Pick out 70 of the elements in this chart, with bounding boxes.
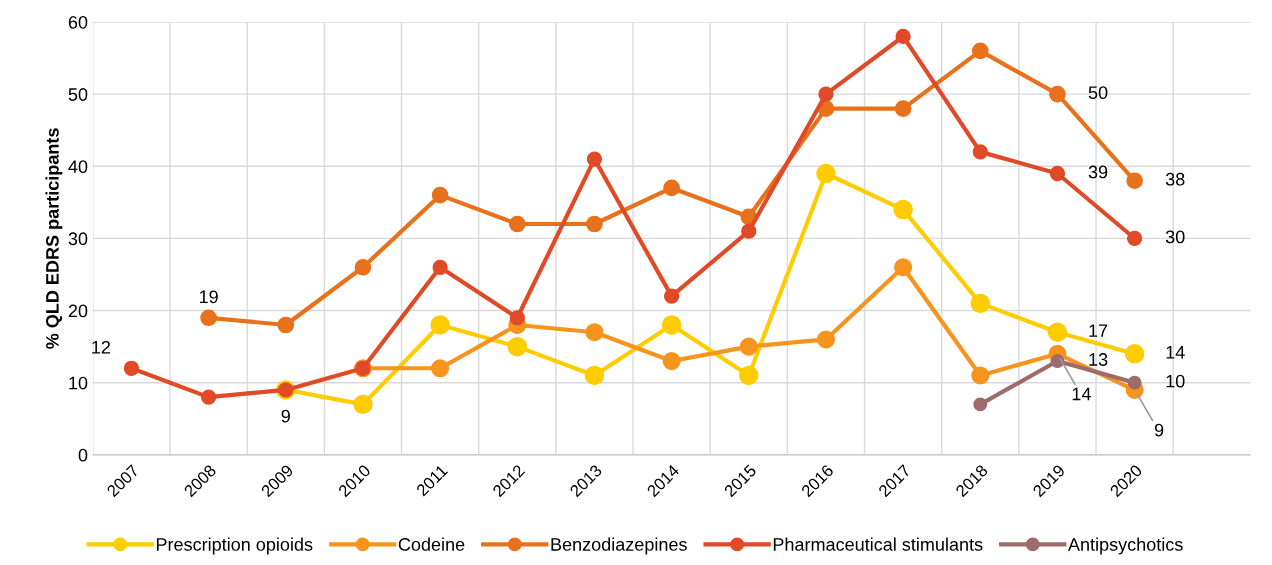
point [431,359,450,378]
data-label: 9 [1154,423,1164,437]
point [1047,322,1068,342]
data-label: 39 [1088,165,1108,179]
point [894,100,912,117]
point [970,293,991,314]
y-tick-label: 30 [68,232,88,246]
point [741,223,757,239]
point [971,366,990,385]
point [430,315,450,335]
point [972,144,988,160]
legend-label: Codeine [398,537,465,551]
point [508,215,526,233]
point [585,323,604,342]
legend-label: Benzodiazepines [551,537,687,555]
y-axis-title: % QLD EDRS participants [45,128,63,349]
point [1124,344,1145,364]
point [893,199,913,220]
data-label: 17 [1089,324,1108,337]
point [663,288,680,304]
point [663,179,680,197]
legend-label: Pharmaceutical stimulants [773,537,983,551]
legend-label: Antipsychotics [1067,537,1183,555]
point [739,365,759,386]
data-label: 14 [1072,387,1091,401]
y-tick-label: 60 [68,15,88,29]
point [895,28,911,45]
y-tick-label: 10 [69,376,88,390]
legend-label: Prescription opioids [156,537,313,555]
point [200,389,217,405]
data-label: 9 [281,409,290,423]
point [1126,172,1143,190]
point [818,86,834,102]
point [816,163,836,184]
point [200,309,217,327]
data-label: 19 [199,290,218,304]
point [1049,85,1066,103]
point [431,186,449,204]
point [507,336,528,357]
data-label: 12 [92,340,111,354]
point [971,42,989,60]
point [123,360,140,376]
point [1049,165,1066,182]
y-tick-label: 0 [78,448,88,462]
y-tick-label: 40 [68,160,88,174]
point [354,258,372,276]
data-label: 13 [1089,353,1108,366]
point [1127,375,1142,390]
point [739,337,758,356]
data-label: 50 [1088,86,1108,100]
data-label: 14 [1166,346,1185,359]
point [894,258,913,277]
data-label: 38 [1165,172,1185,186]
point [432,259,448,275]
point [662,352,681,371]
y-tick-label: 20 [68,304,88,318]
point [661,315,682,335]
y-tick-label: 50 [68,88,88,101]
point [584,365,605,386]
data-label: 10 [1166,374,1185,388]
point [973,397,988,412]
point [1126,230,1143,247]
point [816,330,835,349]
point [1050,354,1065,368]
point [586,215,603,233]
point [586,151,603,167]
point [277,316,295,334]
data-label: 30 [1165,230,1185,244]
point [353,394,373,415]
point [509,310,525,326]
